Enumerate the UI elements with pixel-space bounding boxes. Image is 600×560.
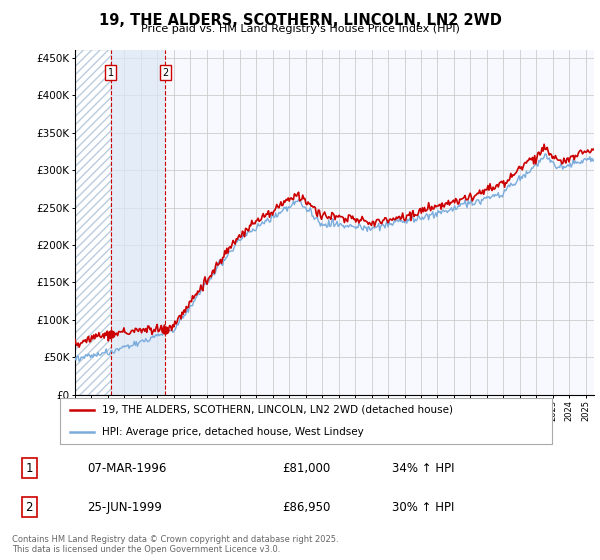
Bar [75, 50, 111, 395]
Bar [111, 50, 165, 395]
Text: 30% ↑ HPI: 30% ↑ HPI [392, 501, 455, 514]
Text: 07-MAR-1996: 07-MAR-1996 [87, 461, 166, 474]
Text: £86,950: £86,950 [283, 501, 331, 514]
Text: HPI: Average price, detached house, West Lindsey: HPI: Average price, detached house, West… [102, 427, 364, 437]
FancyBboxPatch shape [60, 398, 552, 444]
Text: 19, THE ALDERS, SCOTHERN, LINCOLN, LN2 2WD (detached house): 19, THE ALDERS, SCOTHERN, LINCOLN, LN2 2… [102, 405, 453, 415]
Text: 25-JUN-1999: 25-JUN-1999 [87, 501, 162, 514]
Text: 19, THE ALDERS, SCOTHERN, LINCOLN, LN2 2WD: 19, THE ALDERS, SCOTHERN, LINCOLN, LN2 2… [98, 13, 502, 29]
Text: £81,000: £81,000 [283, 461, 331, 474]
Text: 2: 2 [162, 68, 169, 78]
Text: 1: 1 [26, 461, 33, 474]
Text: Contains HM Land Registry data © Crown copyright and database right 2025.
This d: Contains HM Land Registry data © Crown c… [12, 535, 338, 554]
Text: 34% ↑ HPI: 34% ↑ HPI [392, 461, 455, 474]
Text: Price paid vs. HM Land Registry's House Price Index (HPI): Price paid vs. HM Land Registry's House … [140, 24, 460, 34]
Text: 1: 1 [107, 68, 114, 78]
Text: 2: 2 [26, 501, 33, 514]
